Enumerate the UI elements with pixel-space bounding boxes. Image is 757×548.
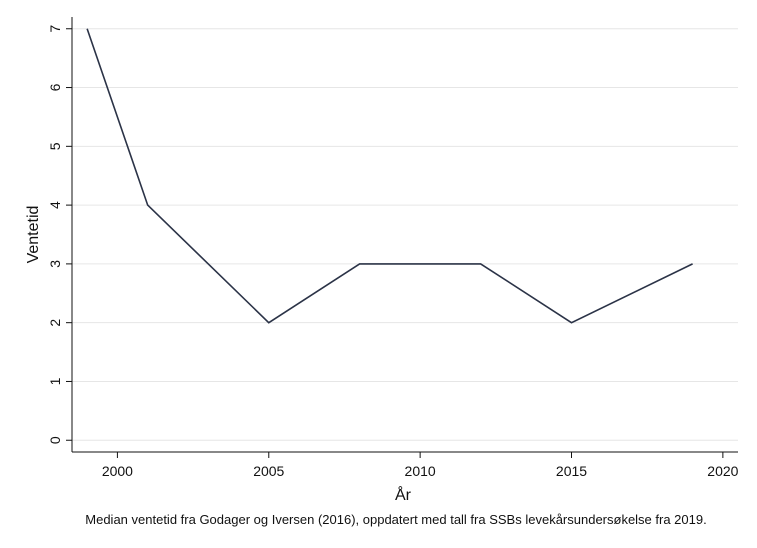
y-tick-label: 1 (47, 377, 63, 385)
data-point (480, 263, 482, 265)
y-tick-label: 0 (47, 436, 63, 444)
x-tick-label: 2005 (253, 463, 284, 479)
x-tick-label: 2010 (405, 463, 436, 479)
y-tick-label: 4 (47, 201, 63, 209)
x-tick-label: 2020 (707, 463, 738, 479)
y-tick-label: 3 (47, 260, 63, 268)
series-line (86, 28, 693, 324)
data-point (268, 322, 270, 324)
data-point (147, 204, 149, 206)
x-tick-label: 2000 (102, 463, 133, 479)
data-point (359, 263, 361, 265)
x-ticks: 2000 2005 2010 2015 2020 (102, 452, 739, 479)
y-tick-label: 7 (47, 25, 63, 33)
data-point (86, 28, 88, 30)
grid-lines (72, 28, 738, 441)
y-tick-label: 6 (47, 83, 63, 91)
data-point (571, 322, 573, 324)
y-tick-label: 2 (47, 319, 63, 327)
series-layer (86, 28, 693, 324)
x-axis-title: År (395, 485, 412, 504)
axes (71, 17, 738, 453)
y-tick-label: 5 (47, 142, 63, 150)
data-point (692, 263, 694, 265)
x-tick-label: 2015 (556, 463, 587, 479)
y-axis-title: Ventetid (25, 206, 42, 264)
y-ticks: 0 1 2 3 4 5 6 7 (47, 25, 72, 444)
chart-caption: Median ventetid fra Godager og Iversen (… (85, 512, 706, 527)
